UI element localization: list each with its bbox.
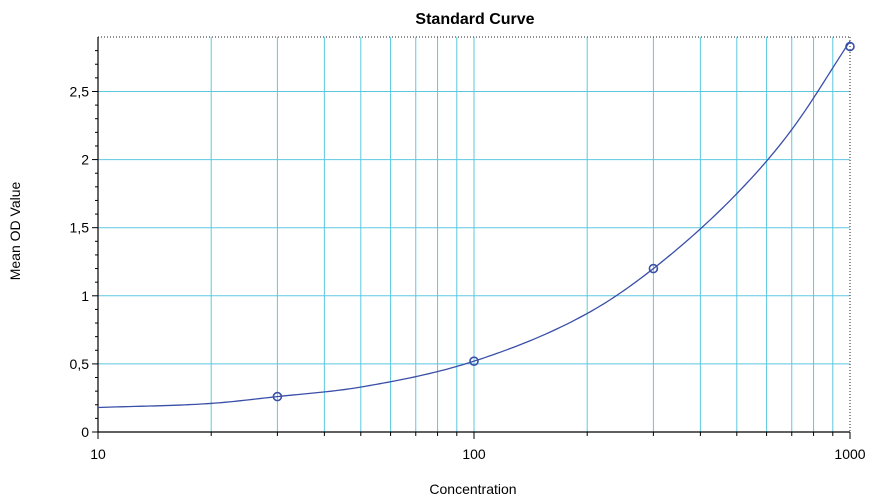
chart-title: Standard Curve bbox=[415, 11, 534, 28]
y-tick-label: 2,5 bbox=[70, 83, 90, 99]
data-point bbox=[845, 41, 855, 52]
y-tick-label: 2 bbox=[81, 152, 89, 168]
x-tick-label: 10 bbox=[90, 446, 106, 462]
x-tick-label: 1000 bbox=[834, 446, 865, 462]
axis-ticks: 0 0,5 1 1,5 2 2,5 10 100 1000 bbox=[70, 50, 866, 462]
grid-lines bbox=[98, 37, 850, 432]
fit-curve-layer bbox=[98, 40, 851, 409]
y-tick-label: 0 bbox=[81, 424, 89, 440]
data-point bbox=[648, 263, 659, 274]
x-axis-label: Concentration bbox=[429, 481, 516, 497]
fit-curve bbox=[98, 40, 851, 409]
y-axis-label: Mean OD Value bbox=[7, 182, 23, 281]
y-tick-label: 1,5 bbox=[70, 220, 90, 236]
y-tick-label: 0,5 bbox=[70, 356, 90, 372]
x-tick-label: 100 bbox=[462, 446, 486, 462]
data-points-layer bbox=[272, 41, 855, 402]
y-tick-label: 1 bbox=[81, 288, 89, 304]
data-point bbox=[469, 356, 479, 366]
data-point bbox=[272, 391, 283, 402]
